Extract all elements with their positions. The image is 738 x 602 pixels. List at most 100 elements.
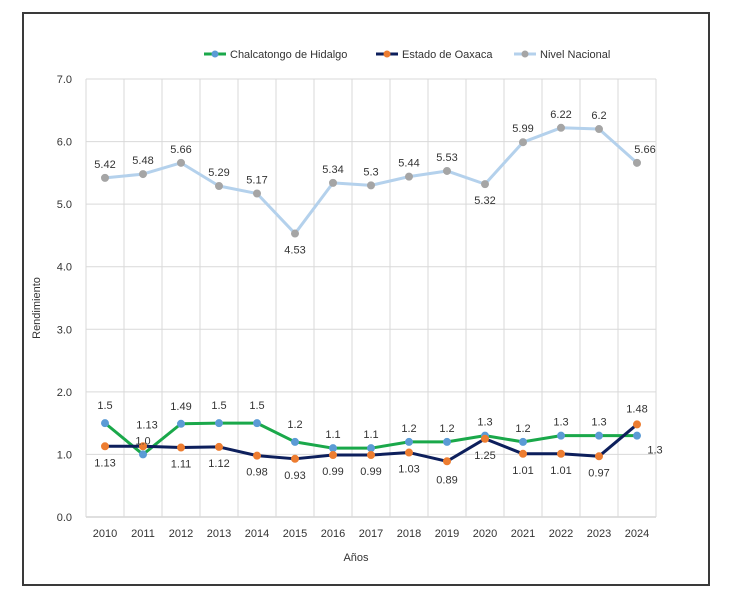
data-point-marker xyxy=(291,437,299,446)
data-point-marker xyxy=(405,448,413,457)
data-point-marker xyxy=(481,180,489,189)
data-point-marker xyxy=(101,419,109,428)
x-tick-label: 2011 xyxy=(131,528,155,540)
data-label: 1.49 xyxy=(170,401,191,413)
series-markers xyxy=(101,123,641,466)
x-tick-label: 2013 xyxy=(207,528,231,540)
data-label: 1.1 xyxy=(325,429,340,441)
data-label: 5.48 xyxy=(132,155,153,167)
data-label: 5.17 xyxy=(246,175,267,187)
data-label: 5.99 xyxy=(512,123,533,135)
data-label: 1.12 xyxy=(208,458,229,470)
x-tick-label: 2019 xyxy=(435,528,459,540)
data-label: 1.11 xyxy=(171,459,192,471)
x-tick-label: 2010 xyxy=(93,528,117,540)
data-label: 0.97 xyxy=(588,467,609,479)
legend-label: Estado de Oaxaca xyxy=(402,49,493,61)
chart-frame xyxy=(22,12,710,586)
data-point-marker xyxy=(253,189,261,198)
x-tick-label: 2018 xyxy=(397,528,421,540)
data-label: 1.2 xyxy=(515,423,530,435)
data-label: 0.99 xyxy=(360,466,381,478)
y-tick-label: 6.0 xyxy=(57,137,72,149)
data-point-marker xyxy=(291,229,299,238)
data-label: 1.01 xyxy=(550,465,571,477)
data-point-marker xyxy=(329,451,337,460)
data-point-marker xyxy=(595,431,603,440)
data-point-marker xyxy=(177,419,185,428)
data-point-marker xyxy=(595,452,603,461)
x-tick-label: 2016 xyxy=(321,528,345,540)
data-point-marker xyxy=(405,437,413,446)
data-point-marker xyxy=(329,178,337,187)
data-point-marker xyxy=(557,123,565,132)
data-label: 1.0 xyxy=(135,435,150,447)
data-label: 5.3 xyxy=(363,166,378,178)
data-point-marker xyxy=(519,437,527,446)
data-point-marker xyxy=(139,442,147,451)
data-point-marker xyxy=(177,443,185,452)
legend: Chalcatongo de Hidalgo Estado de Oaxaca Ni… xyxy=(204,49,610,61)
data-point-marker xyxy=(177,158,185,167)
x-tick-label: 2015 xyxy=(283,528,307,540)
data-point-marker xyxy=(557,431,565,440)
x-tick-label: 2012 xyxy=(169,528,193,540)
data-label: 1.3 xyxy=(553,417,568,429)
y-tick-label: 0.0 xyxy=(57,512,72,524)
y-tick-label: 4.0 xyxy=(57,262,72,274)
y-tick-label: 5.0 xyxy=(57,199,72,211)
y-axis-title: Rendimiento xyxy=(31,277,43,339)
data-point-marker xyxy=(405,172,413,181)
data-label: 5.34 xyxy=(322,164,343,176)
data-point-marker xyxy=(367,181,375,190)
data-label: 1.03 xyxy=(398,464,419,476)
data-label: 1.3 xyxy=(647,445,662,457)
data-point-marker xyxy=(253,451,261,460)
data-label: 1.2 xyxy=(401,423,416,435)
x-tick-label: 2014 xyxy=(245,528,269,540)
data-point-marker xyxy=(519,449,527,458)
data-point-marker xyxy=(329,444,337,453)
data-label: 1.3 xyxy=(591,417,606,429)
data-point-marker xyxy=(139,170,147,179)
data-label: 0.98 xyxy=(246,467,267,479)
data-point-marker xyxy=(633,420,641,429)
legend-label: Nivel Nacional xyxy=(540,49,610,61)
data-label: 1.25 xyxy=(474,450,495,462)
x-tick-label: 2021 xyxy=(511,528,535,540)
data-label: 5.66 xyxy=(170,144,191,156)
y-tick-label: 3.0 xyxy=(57,324,72,336)
data-label: 5.53 xyxy=(436,152,457,164)
data-label: 5.66 xyxy=(634,144,655,156)
data-label: 1.48 xyxy=(626,403,647,415)
y-tick-label: 1.0 xyxy=(57,449,72,461)
data-label: 1.13 xyxy=(136,419,157,431)
data-label: 5.42 xyxy=(94,159,115,171)
legend-label: Chalcatongo de Hidalgo xyxy=(230,49,347,61)
x-tick-label: 2020 xyxy=(473,528,497,540)
data-label: 6.22 xyxy=(550,109,571,121)
data-label: 1.01 xyxy=(512,465,533,477)
data-label: 0.93 xyxy=(284,470,305,482)
data-point-marker xyxy=(519,138,527,147)
data-label: 5.32 xyxy=(474,195,495,207)
x-tick-label: 2023 xyxy=(587,528,611,540)
data-point-marker xyxy=(633,431,641,440)
data-point-marker xyxy=(443,166,451,175)
x-tick-label: 2017 xyxy=(359,528,383,540)
data-point-marker xyxy=(253,419,261,428)
x-tick-label: 2024 xyxy=(625,528,649,540)
data-point-marker xyxy=(595,125,603,134)
data-label: 4.53 xyxy=(284,245,305,257)
data-point-marker xyxy=(443,437,451,446)
legend-marker-swatch xyxy=(383,50,391,58)
data-label: 6.2 xyxy=(591,110,606,122)
data-label: 1.5 xyxy=(211,400,226,412)
legend-marker-swatch xyxy=(211,50,219,58)
x-axis-title: Años xyxy=(343,552,369,564)
data-label: 1.1 xyxy=(363,429,378,441)
data-labels: 1.5 1.0 1.49 1.5 1.5 1.2 1.1 1.1 1.2 1.2 1.3 1.2 1.3… xyxy=(94,109,662,487)
data-point-marker xyxy=(215,419,223,428)
x-tick-label: 2022 xyxy=(549,528,573,540)
